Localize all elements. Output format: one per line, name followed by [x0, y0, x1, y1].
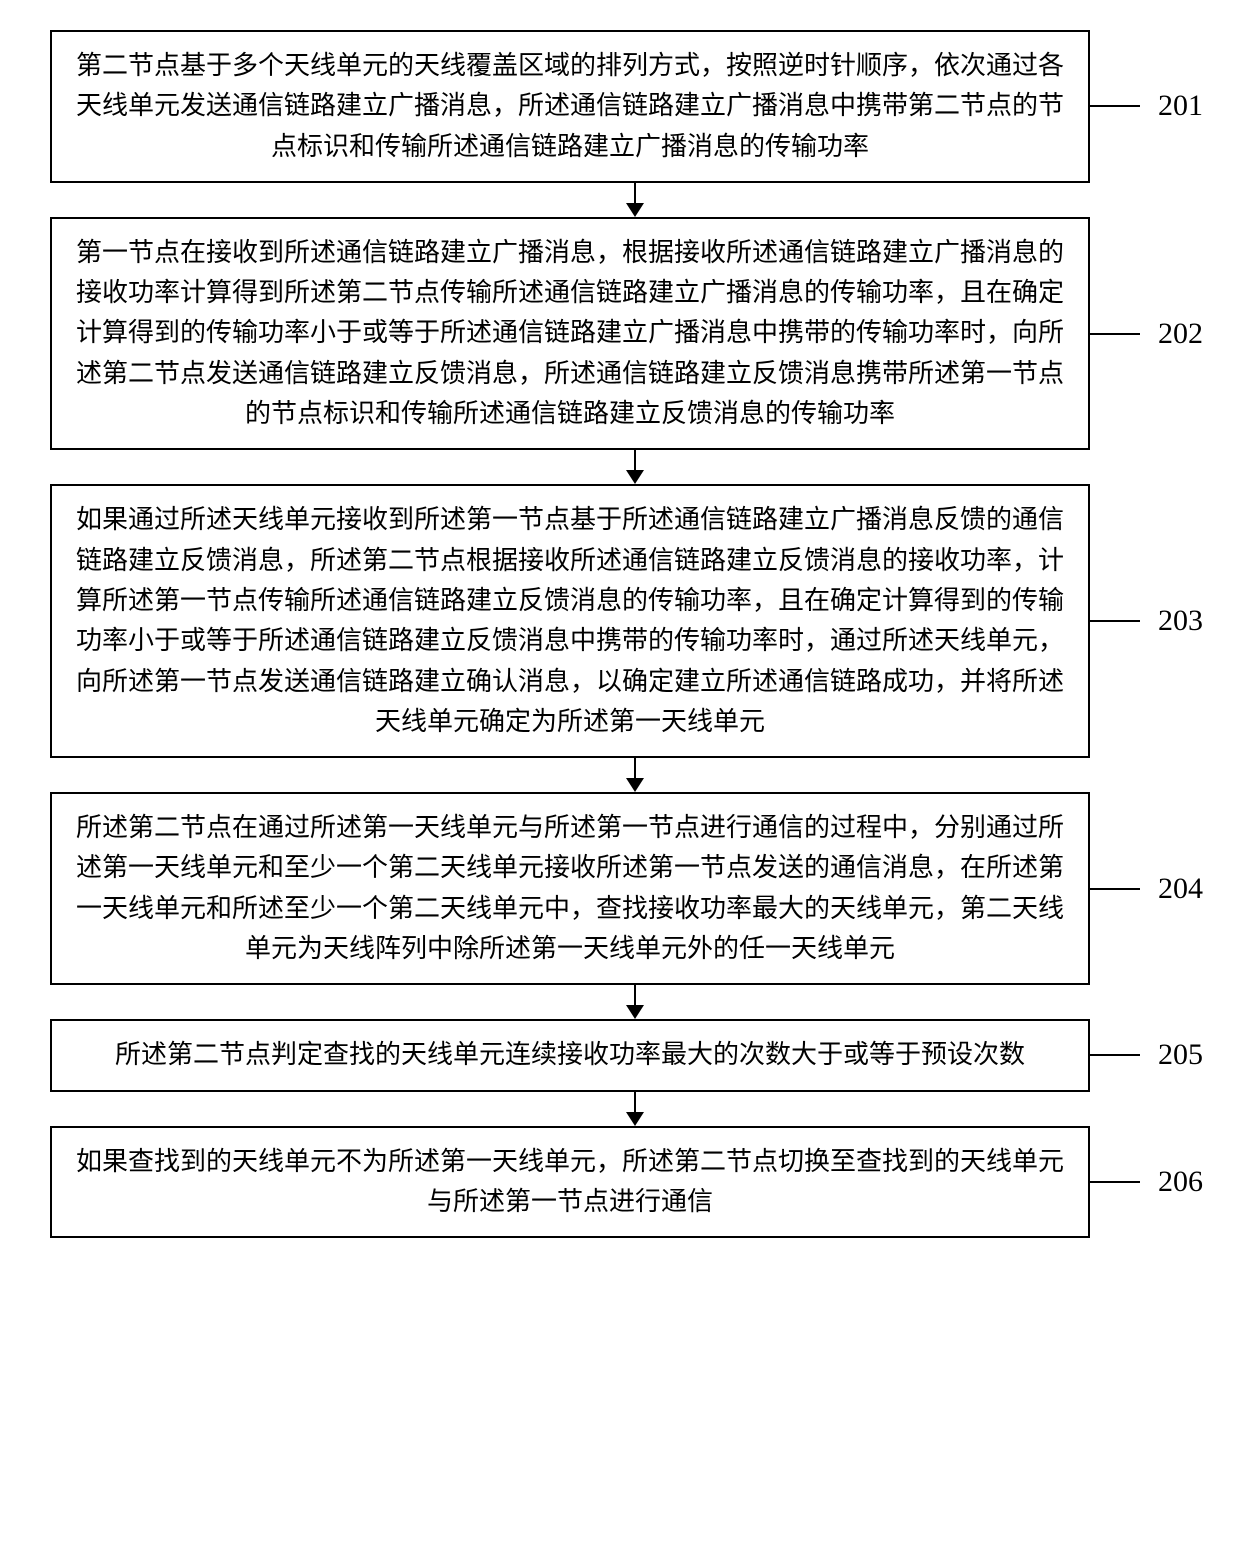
step-row-203: 如果通过所述天线单元接收到所述第一节点基于所述通信链路建立广播消息反馈的通信链路…	[20, 484, 1220, 758]
step-label-201: 201	[1158, 89, 1203, 123]
step-label-206: 206	[1158, 1165, 1203, 1199]
step-label-204: 204	[1158, 872, 1203, 906]
leader-line	[1090, 1181, 1140, 1183]
step-box-203: 如果通过所述天线单元接收到所述第一节点基于所述通信链路建立广播消息反馈的通信链路…	[50, 484, 1090, 758]
step-label-203: 203	[1158, 604, 1203, 638]
arrow-202-203	[115, 450, 1155, 484]
arrow-205-206	[115, 1092, 1155, 1126]
arrow-201-202	[115, 183, 1155, 217]
leader-line	[1090, 105, 1140, 107]
leader-line	[1090, 620, 1140, 622]
leader-line	[1090, 333, 1140, 335]
step-box-204: 所述第二节点在通过所述第一天线单元与所述第一节点进行通信的过程中，分别通过所述第…	[50, 792, 1090, 985]
step-box-201: 第二节点基于多个天线单元的天线覆盖区域的排列方式，按照逆时针顺序，依次通过各天线…	[50, 30, 1090, 183]
step-row-204: 所述第二节点在通过所述第一天线单元与所述第一节点进行通信的过程中，分别通过所述第…	[20, 792, 1220, 985]
flowchart-container: 第二节点基于多个天线单元的天线覆盖区域的排列方式，按照逆时针顺序，依次通过各天线…	[20, 30, 1220, 1238]
step-label-202: 202	[1158, 317, 1203, 351]
step-label-205: 205	[1158, 1038, 1203, 1072]
step-row-202: 第一节点在接收到所述通信链路建立广播消息，根据接收所述通信链路建立广播消息的接收…	[20, 217, 1220, 450]
step-box-206: 如果查找到的天线单元不为所述第一天线单元，所述第二节点切换至查找到的天线单元与所…	[50, 1126, 1090, 1239]
step-row-201: 第二节点基于多个天线单元的天线覆盖区域的排列方式，按照逆时针顺序，依次通过各天线…	[20, 30, 1220, 183]
step-row-205: 所述第二节点判定查找的天线单元连续接收功率最大的次数大于或等于预设次数 205	[20, 1019, 1220, 1091]
leader-line	[1090, 1054, 1140, 1056]
leader-line	[1090, 888, 1140, 890]
step-box-202: 第一节点在接收到所述通信链路建立广播消息，根据接收所述通信链路建立广播消息的接收…	[50, 217, 1090, 450]
arrow-203-204	[115, 758, 1155, 792]
step-box-205: 所述第二节点判定查找的天线单元连续接收功率最大的次数大于或等于预设次数	[50, 1019, 1090, 1091]
step-row-206: 如果查找到的天线单元不为所述第一天线单元，所述第二节点切换至查找到的天线单元与所…	[20, 1126, 1220, 1239]
arrow-204-205	[115, 985, 1155, 1019]
